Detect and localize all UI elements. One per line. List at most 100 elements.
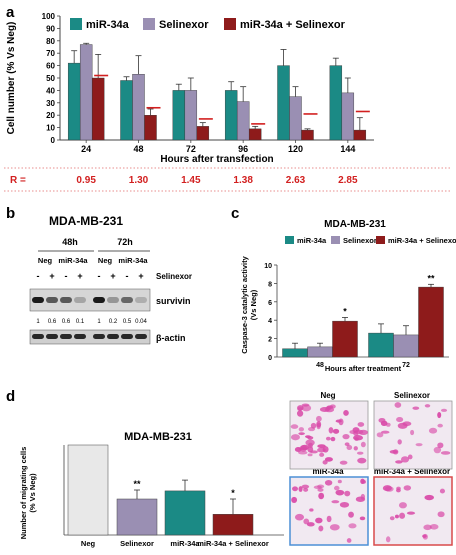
- stained-cell: [437, 411, 442, 419]
- stained-cell: [307, 453, 313, 457]
- stained-cell: [403, 485, 412, 491]
- stained-cell: [301, 484, 310, 489]
- y-axis-label-c-line2: (Vs Neg): [249, 289, 258, 320]
- legend-swatch-mir34a: [285, 236, 294, 244]
- micrograph-2: [289, 476, 369, 546]
- stained-cell: [328, 427, 334, 434]
- y-tick-label: 8: [268, 281, 272, 288]
- stained-cell: [318, 492, 325, 500]
- x-tick-label: 72: [402, 362, 410, 369]
- x-tick-label: 72: [186, 144, 196, 154]
- stained-cell: [439, 488, 446, 494]
- y-tick-label: 90: [46, 24, 55, 33]
- r-value: 1.45: [181, 175, 201, 186]
- x-tick-label: 24: [81, 144, 91, 154]
- legend-swatch-combo: [224, 18, 236, 30]
- survivin-quant: 0.2: [109, 319, 118, 325]
- y-tick-label: 50: [46, 74, 55, 83]
- image-label-mir34a: miR-34a: [312, 467, 344, 476]
- x-axis-label-a: Hours after transfection: [160, 154, 273, 165]
- stained-cell: [290, 434, 300, 441]
- micrograph-frame: [289, 476, 369, 546]
- r-value: 1.38: [233, 175, 253, 186]
- stained-cell: [310, 422, 317, 429]
- panel-c: c MDA-MB-231 0 2 4 6 8 10 * ** 48 72 miR-34a Se…: [225, 205, 456, 375]
- actin-band: [121, 334, 133, 339]
- selinexor-sign: +: [77, 271, 82, 281]
- x-tick-label: 120: [288, 144, 303, 154]
- bar-selinexor: [341, 92, 355, 141]
- survivin-quant: 0.6: [62, 319, 71, 325]
- y-axis-label-d-line2: (% Vs Neg): [28, 473, 37, 513]
- chart-d-title: MDA-MB-231: [124, 431, 192, 443]
- stained-cell: [357, 422, 365, 427]
- x-tick-label: 144: [340, 144, 355, 154]
- blot-title: MDA-MB-231: [49, 214, 123, 228]
- y-tick-label: 30: [46, 99, 55, 108]
- stained-cell: [359, 516, 366, 521]
- bar-mir-34a: [164, 490, 206, 536]
- legend-label-selinexor: Selinexor: [343, 236, 377, 245]
- y-axis-label-c-line1: Caspase-3 catalytic activity: [240, 255, 249, 353]
- stained-cell: [298, 450, 308, 455]
- bar-mir-34a-selinexor: [91, 77, 105, 141]
- western-blot: b MDA-MB-231 48h 72h Neg miR-34a Neg miR-34…: [6, 205, 192, 345]
- micrograph-0: [289, 400, 369, 470]
- stained-cell: [342, 434, 350, 440]
- bar-mir-34a: [172, 90, 186, 141]
- bar-mir-34a: [282, 348, 308, 358]
- stained-cell: [294, 513, 305, 521]
- stained-cell: [296, 410, 304, 417]
- panel-letter-a: a: [6, 4, 15, 21]
- stained-cell: [353, 446, 358, 451]
- bar-mir-34a-selinexor: [418, 286, 444, 358]
- stained-cell: [309, 508, 314, 512]
- bar-selinexor: [307, 346, 333, 358]
- group-label: miR-34a: [118, 256, 148, 265]
- y-tick-label: 0: [268, 355, 272, 362]
- image-label-selinexor: Selinexor: [394, 391, 430, 400]
- stained-cell: [423, 524, 432, 531]
- selinexor-sign: +: [138, 271, 143, 281]
- stained-cell: [389, 516, 395, 521]
- actin-band: [46, 334, 58, 339]
- stained-cell: [307, 446, 314, 453]
- stained-cell: [324, 479, 333, 486]
- group-label: Neg: [38, 256, 53, 265]
- selinexor-row-label: Selinexor: [156, 272, 192, 281]
- group-label: miR-34a: [58, 256, 88, 265]
- y-tick-label: 80: [46, 37, 55, 46]
- stained-cell: [406, 511, 416, 515]
- survivin-quant: 0.6: [48, 319, 57, 325]
- panel-letter-b: b: [6, 205, 15, 222]
- y-tick-label: 0: [51, 136, 56, 145]
- bar-selinexor: [236, 101, 250, 141]
- stained-cell: [396, 417, 404, 423]
- y-axis-label-a: Cell number (% Vs Neg): [6, 22, 17, 135]
- survivin-quant: 1: [36, 319, 40, 325]
- selinexor-sign: -: [126, 271, 129, 281]
- bar-mir-34a-selinexor: [248, 128, 262, 141]
- x-tick-label: Selinexor: [120, 539, 154, 548]
- stained-cell: [422, 533, 428, 540]
- stained-cell: [343, 409, 349, 416]
- selinexor-sign: +: [49, 271, 54, 281]
- y-tick-label: 6: [268, 300, 272, 307]
- survivin-band: [107, 297, 119, 303]
- stained-cell: [317, 488, 324, 492]
- y-tick-label: 10: [46, 124, 55, 133]
- legend-label-combo: miR-34a + Selinexor: [388, 236, 456, 245]
- bar-selinexor: [184, 90, 198, 141]
- legend-label-mir34a: miR-34a: [297, 236, 327, 245]
- stained-cell: [317, 447, 326, 453]
- bar-selinexor: [116, 498, 158, 536]
- stained-cell: [402, 421, 412, 427]
- legend-swatch-mir34a: [70, 18, 82, 30]
- bar-neg: [67, 444, 109, 536]
- bar-mir-34a-selinexor: [144, 114, 157, 141]
- bar-mir-34a-selinexor: [332, 320, 358, 358]
- micrograph-1: [373, 400, 453, 470]
- bar-mir-34a: [120, 80, 133, 141]
- stained-cell: [397, 439, 402, 445]
